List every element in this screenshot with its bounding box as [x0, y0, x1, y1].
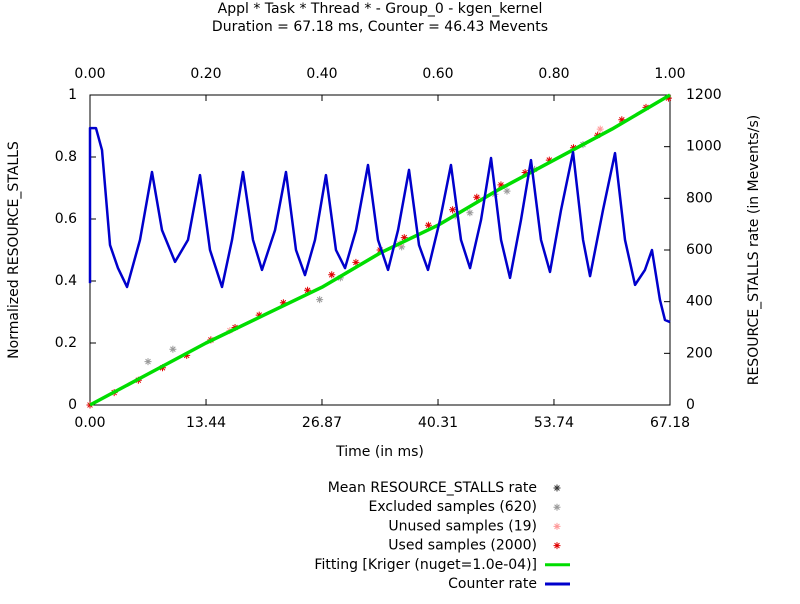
- sample-point: [545, 156, 553, 164]
- legend-label: Mean RESOURCE_STALLS rate: [328, 480, 537, 496]
- sample-point: [400, 234, 408, 242]
- y-axis-label: Normalized RESOURCE_STALLS: [6, 141, 22, 359]
- sample-point: [352, 258, 360, 266]
- y-tick-label: 0.8: [55, 149, 77, 165]
- legend-label: Counter rate: [448, 576, 537, 592]
- sample-point: [424, 221, 432, 229]
- sample-point: [596, 125, 604, 133]
- legend-swatch: [553, 503, 561, 511]
- legend-label: Excluded samples (620): [369, 499, 537, 515]
- y2-tick-label: 600: [686, 242, 713, 258]
- sample-point: [521, 169, 529, 176]
- y-tick-label: 0: [68, 397, 77, 413]
- x-axis-label: Time (in ms): [335, 444, 424, 460]
- sample-point: [144, 358, 152, 366]
- legend-label: Fitting [Kriger (nuget=1.0e-04)]: [314, 557, 537, 573]
- y2-axis-label: RESOURCE_STALLS rate (in Mevents/s): [746, 115, 762, 386]
- legend-swatch: [553, 522, 561, 530]
- x2-tick-label: 0.20: [190, 66, 221, 82]
- sample-point: [304, 286, 312, 294]
- x2-tick-label: 0.40: [306, 66, 337, 82]
- x2-tick-label: 0.60: [422, 66, 453, 82]
- y2-tick-label: 400: [686, 294, 713, 310]
- y2-tick-label: 1200: [686, 87, 722, 103]
- legend-swatch: [553, 542, 561, 550]
- y-tick-label: 0.4: [55, 273, 77, 289]
- x2-tick-label: 0.00: [74, 66, 105, 82]
- series-line: [88, 126, 671, 324]
- sample-point: [466, 209, 474, 217]
- y-tick-label: 1: [68, 87, 77, 103]
- x-tick-label: 67.18: [650, 415, 690, 431]
- y2-tick-label: 0: [686, 397, 695, 413]
- legend-swatch: [553, 484, 561, 492]
- sample-point: [316, 296, 324, 304]
- y-tick-label: 0.6: [55, 211, 77, 227]
- x2-tick-label: 1.00: [654, 66, 685, 82]
- x2-tick-label: 0.80: [538, 66, 569, 82]
- chart-title: Appl * Task * Thread * - Group_0 - kgen_…: [218, 1, 543, 17]
- x-tick-label: 0.00: [74, 415, 105, 431]
- sample-point: [503, 187, 511, 195]
- x-tick-label: 53.74: [534, 415, 574, 431]
- sample-point: [664, 94, 672, 102]
- y-tick-label: 0.2: [55, 335, 77, 351]
- sample-point: [449, 206, 457, 214]
- sample-point: [618, 116, 626, 124]
- sample-point: [255, 311, 263, 319]
- chart-subtitle: Duration = 67.18 ms, Counter = 46.43 Mev…: [212, 19, 548, 35]
- sample-point: [328, 271, 336, 279]
- x-tick-label: 13.44: [186, 415, 226, 431]
- y2-tick-label: 1000: [686, 139, 722, 155]
- sample-point: [183, 351, 191, 359]
- x-tick-label: 26.87: [302, 415, 342, 431]
- series-line: [89, 93, 671, 407]
- y2-tick-label: 200: [686, 345, 713, 361]
- legend-label: Unused samples (19): [388, 518, 537, 534]
- sample-point: [497, 181, 505, 189]
- sample-point: [398, 243, 406, 251]
- x-tick-label: 40.31: [418, 415, 458, 431]
- sample-point: [473, 193, 481, 201]
- y2-tick-label: 800: [686, 190, 713, 206]
- sample-point: [169, 345, 177, 353]
- sample-point: [279, 299, 287, 307]
- legend-label: Used samples (2000): [388, 538, 537, 554]
